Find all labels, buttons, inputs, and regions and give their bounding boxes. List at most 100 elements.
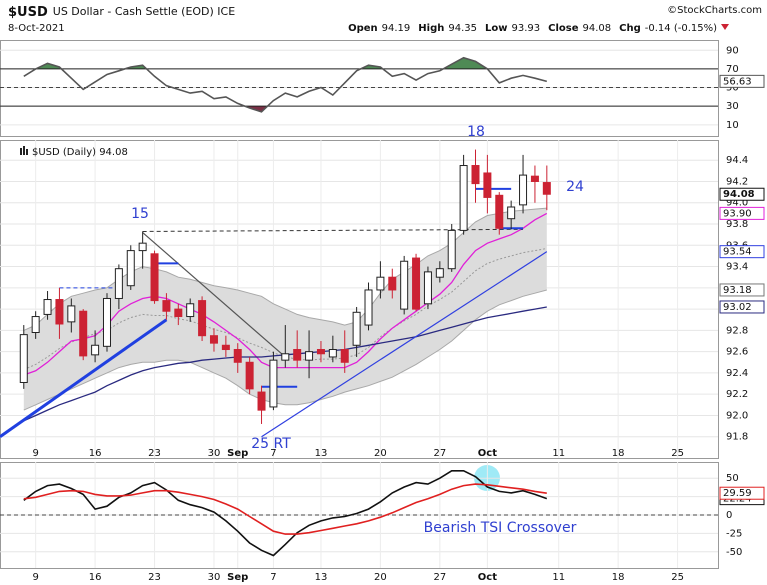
candle-body: [245, 361, 254, 390]
candle-body: [471, 165, 480, 185]
y-tick-label: 92.4: [726, 368, 748, 379]
value-tag-label: 29.59: [723, 488, 752, 499]
x-tick-label: 9: [32, 448, 38, 459]
title: $USD US Dollar - Cash Settle (EOD) ICE: [8, 5, 235, 20]
candle-body: [328, 349, 337, 358]
quote-label: Open: [348, 23, 378, 34]
value-tag: [719, 486, 765, 500]
y-tick-label: 92.2: [726, 389, 748, 400]
x-tick-label: Oct: [478, 448, 497, 459]
candle-body: [174, 308, 183, 318]
x-tick-label: 9: [32, 572, 38, 583]
candle-body: [340, 349, 349, 363]
candle-body: [400, 260, 409, 310]
candle-body: [423, 271, 432, 305]
candle-body: [150, 253, 159, 302]
x-tick-label: 27: [433, 448, 446, 459]
value-tag: [719, 283, 765, 297]
quote-value: 94.35: [448, 23, 477, 34]
quote-label: Low: [485, 23, 507, 34]
annotation: 15: [131, 206, 149, 222]
candle-body: [316, 349, 325, 355]
x-tick-label: 16: [89, 572, 102, 583]
x-tick-label: 13: [315, 572, 328, 583]
candle-body: [79, 310, 88, 357]
candle-body: [233, 349, 242, 363]
x-tick-label: 20: [374, 572, 387, 583]
candle-body: [293, 349, 302, 361]
value-tag: [719, 300, 765, 314]
y-tick-label: -50: [726, 547, 742, 558]
x-tick-label: 25: [671, 448, 684, 459]
y-tick-label: 93.8: [726, 219, 748, 230]
instrument-name: US Dollar - Cash Settle (EOD) ICE: [53, 5, 235, 18]
y-tick-label: 10: [726, 120, 739, 131]
y-tick-label: 94.2: [726, 176, 748, 187]
candle-body: [305, 351, 314, 361]
candle-body: [186, 303, 195, 318]
candle-body: [198, 300, 207, 337]
candle-body: [542, 182, 551, 195]
candle-body: [447, 229, 456, 270]
trend-line: [261, 251, 548, 438]
series-line: [23, 207, 547, 331]
y-tick-label: 94.0: [726, 198, 748, 209]
candle-body: [67, 305, 76, 323]
panel-label: $USD (Daily) 94.08: [32, 147, 128, 158]
x-tick-label: 27: [433, 572, 446, 583]
value-tag: [719, 206, 765, 220]
candle-body: [412, 257, 421, 310]
trend-line: [0, 318, 168, 438]
candle-body: [55, 299, 64, 325]
series-line: [23, 483, 547, 535]
x-tick-label: 16: [89, 448, 102, 459]
x-tick-label: 30: [208, 448, 221, 459]
candle-body: [269, 359, 278, 408]
x-tick-label: 11: [552, 448, 565, 459]
quote-value: 94.08: [583, 23, 612, 34]
candle-body: [43, 299, 52, 315]
x-tick-label: 18: [612, 448, 625, 459]
candle-body: [364, 289, 373, 326]
quote-label: Chg: [619, 23, 641, 34]
change-arrow: [721, 24, 729, 30]
x-tick-label: 23: [148, 572, 161, 583]
x-tick-label: Sep: [227, 448, 248, 459]
candle-body: [281, 353, 290, 361]
quote-value: -0.14 (-0.15%): [645, 23, 717, 34]
icon-bar: [20, 148, 22, 155]
date: 8-Oct-2021: [8, 23, 65, 34]
candle-body: [257, 391, 266, 411]
candle-body: [495, 194, 504, 229]
x-tick-label: Sep: [227, 572, 248, 583]
y-tick-label: 50: [726, 83, 739, 94]
value-tag-label: 94.08: [723, 189, 755, 200]
panel-plot: [0, 49, 718, 126]
quote-value: 93.93: [511, 23, 540, 34]
y-tick-label: 92.0: [726, 410, 748, 421]
y-tick-label: 50: [726, 473, 739, 484]
value-tag: [719, 187, 765, 201]
candle-body: [376, 276, 385, 291]
candle-body: [126, 250, 135, 287]
x-tick-label: Oct: [478, 572, 497, 583]
value-tag-label: 93.18: [723, 285, 752, 296]
quote-label: Close: [548, 23, 579, 34]
panel-plot: [0, 140, 718, 458]
y-tick-label: 30: [726, 101, 739, 112]
candle-body: [519, 174, 528, 206]
series-line: [23, 289, 547, 411]
trend-line: [142, 232, 286, 358]
series-line: [23, 56, 548, 113]
annotation: 18: [467, 124, 485, 140]
candle-body: [459, 165, 468, 231]
annotation: Bearish TSI Crossover: [424, 520, 577, 536]
candle-body: [352, 311, 361, 346]
value-tag-label: 93.54: [723, 247, 752, 258]
y-tick-label: -25: [726, 528, 742, 539]
y-tick-label: 92.8: [726, 325, 748, 336]
value-tag-label: 56.63: [723, 76, 752, 87]
candle-body: [114, 268, 123, 299]
candle-body: [138, 242, 147, 252]
panel-plot: [0, 462, 718, 568]
